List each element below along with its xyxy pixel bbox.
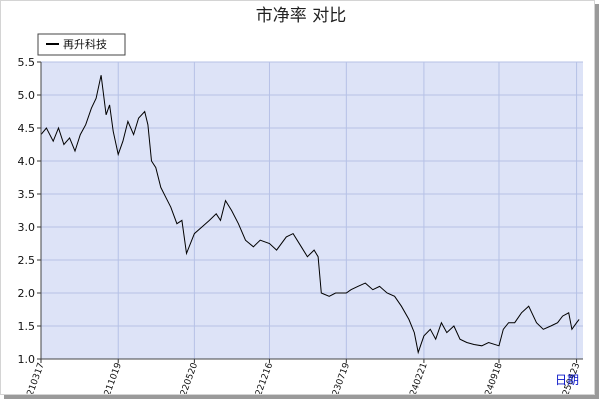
chart-frame: 市净率 对比 1.0 1.5 2.0 2.5 3.0 3.5 4.0 4.5 5.0 5.5 20… (0, 0, 595, 395)
chart-title: 市净率 对比 (256, 6, 346, 26)
x-tick-label: 20240918 (480, 361, 505, 394)
legend-label: 再升科技 (63, 37, 107, 51)
x-axis-label: 日期 (555, 373, 579, 387)
y-tick-label: 1.0 (18, 353, 36, 366)
y-tick-label: 5.5 (18, 56, 36, 69)
x-tick-label: 20230719 (327, 361, 352, 394)
y-tick-label: 3.0 (18, 221, 36, 234)
y-tick-label: 4.0 (18, 155, 36, 168)
series-line-zaisheng (40, 75, 580, 355)
x-tick-label: 20220520 (175, 361, 200, 394)
x-tick-label: 20210317 (22, 362, 47, 394)
y-tick-label: 3.5 (18, 188, 36, 201)
pb-ratio-chart: 市净率 对比 1.0 1.5 2.0 2.5 3.0 3.5 4.0 4.5 5.0 5.5 20… (18, 6, 583, 394)
y-tick-label: 1.5 (18, 320, 36, 333)
y-tick-label: 2.0 (18, 287, 36, 300)
x-axis-ticks: 20210317 20211019 20220520 20221216 20230719… (22, 359, 582, 394)
y-axis-ticks: 1.0 1.5 2.0 2.5 3.0 3.5 4.0 4.5 5.0 5.5 (18, 56, 41, 366)
plot-area (41, 62, 583, 359)
legend-box (37, 33, 126, 56)
x-tick-label: 20221216 (250, 361, 275, 394)
x-tick-label: 20211019 (99, 361, 124, 394)
y-tick-label: 5.0 (18, 89, 36, 102)
y-tick-label: 2.5 (18, 254, 36, 267)
x-tick-label: 20240221 (405, 362, 430, 394)
legend: 再升科技 (37, 33, 126, 56)
y-tick-label: 4.5 (18, 122, 36, 135)
